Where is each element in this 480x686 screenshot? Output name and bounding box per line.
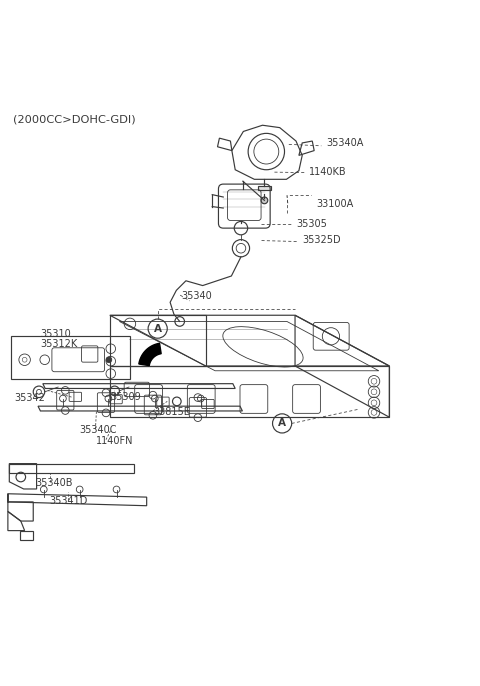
Text: 35305: 35305 <box>297 220 327 229</box>
Text: 35340C: 35340C <box>80 425 117 435</box>
Polygon shape <box>139 343 161 366</box>
Text: 35309: 35309 <box>110 392 141 401</box>
Text: 35310: 35310 <box>40 329 71 340</box>
Text: 35340: 35340 <box>181 291 212 301</box>
Text: A: A <box>154 324 162 333</box>
FancyBboxPatch shape <box>258 186 271 190</box>
Circle shape <box>261 197 268 204</box>
Text: 33815E: 33815E <box>153 407 190 417</box>
Circle shape <box>106 357 112 363</box>
Text: 35340A: 35340A <box>326 139 363 148</box>
Text: 1140KB: 1140KB <box>310 167 347 177</box>
Text: 35325D: 35325D <box>302 235 341 245</box>
Text: 35340B: 35340B <box>35 477 72 488</box>
Text: A: A <box>278 418 286 428</box>
Text: (2000CC>DOHC-GDI): (2000CC>DOHC-GDI) <box>12 115 135 124</box>
Text: 35341D: 35341D <box>49 496 88 506</box>
Text: 33100A: 33100A <box>317 199 354 209</box>
Text: 35342: 35342 <box>14 393 45 403</box>
Text: 1140FN: 1140FN <box>96 436 133 446</box>
Text: 35312K: 35312K <box>40 340 77 349</box>
